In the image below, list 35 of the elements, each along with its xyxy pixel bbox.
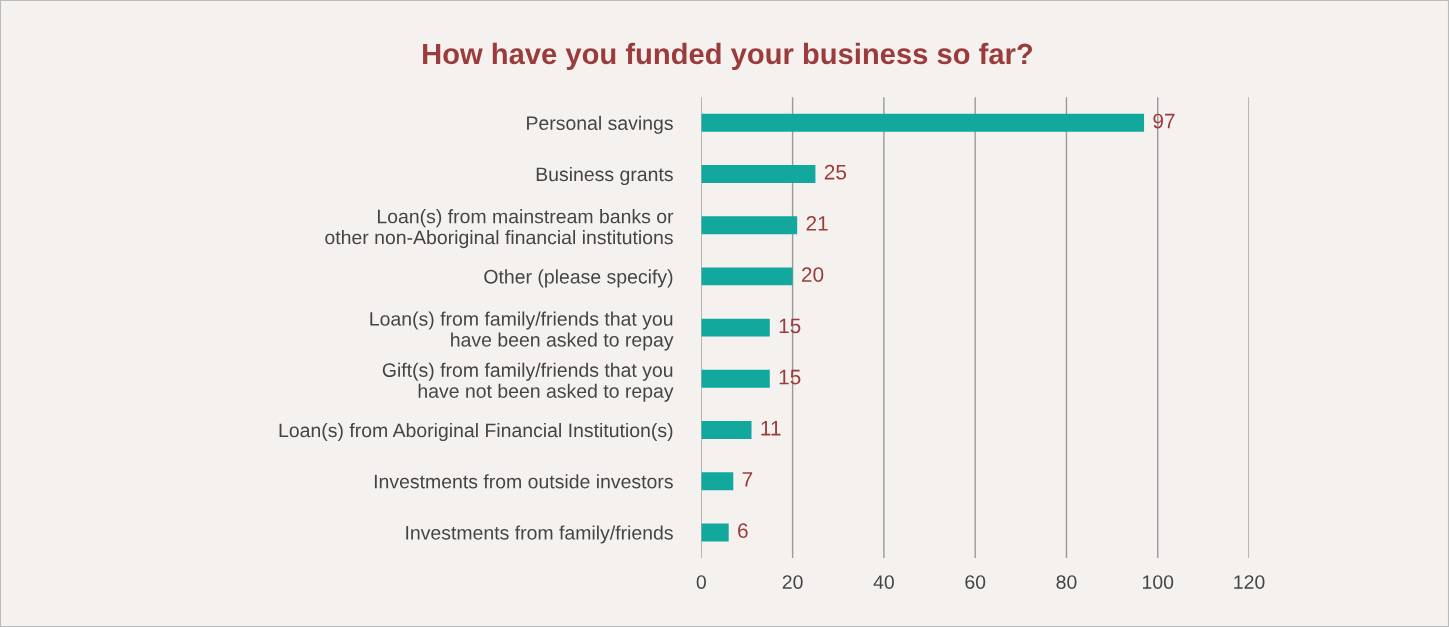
chart-title: How have you funded your business so far? [423,42,1033,71]
y-tick-label: Investments from outside investors [374,474,673,489]
y-tick-label: Business grants [536,166,673,186]
data-label: 25 [824,164,847,180]
bar [701,165,816,183]
data-label: 11 [761,421,781,436]
y-tick-label: Loan(s) from family/friends that you have been asked to repay [370,311,674,351]
data-label: 15 [779,318,801,334]
bar [701,267,793,286]
bar [701,421,752,439]
x-tick-label: 60 [965,575,986,589]
data-label: 20 [801,267,824,282]
bar [701,369,770,388]
data-label: 21 [806,216,828,231]
data-label: 6 [738,523,748,539]
bar [701,523,729,542]
y-tick-label: Gift(s) from family/friends that you have not been asked to repay [382,362,674,402]
x-tick-label: 120 [1234,575,1265,589]
bar [701,472,734,491]
y-tick-label: Loan(s) from mainstream banks or other non-Aboriginal financial institutions [325,209,674,249]
y-tick-label: Other (please specify) [484,269,673,288]
x-tick-label: 40 [873,575,894,589]
bar [701,216,798,235]
y-tick-label: Loan(s) from Aboriginal Financial Institution(s) [279,422,673,442]
x-tick-label: 80 [1056,575,1077,589]
data-label: 7 [742,472,753,487]
x-tick-label: 100 [1143,575,1174,589]
data-label: 15 [779,369,801,385]
x-tick-label: 20 [782,575,803,589]
bar [701,113,1145,132]
x-tick-label: 0 [696,575,706,589]
bar [701,318,770,337]
y-tick-label: Personal savings [527,115,673,134]
data-label: 97 [1153,113,1175,129]
y-tick-label: Investments from family/friends [406,525,673,544]
